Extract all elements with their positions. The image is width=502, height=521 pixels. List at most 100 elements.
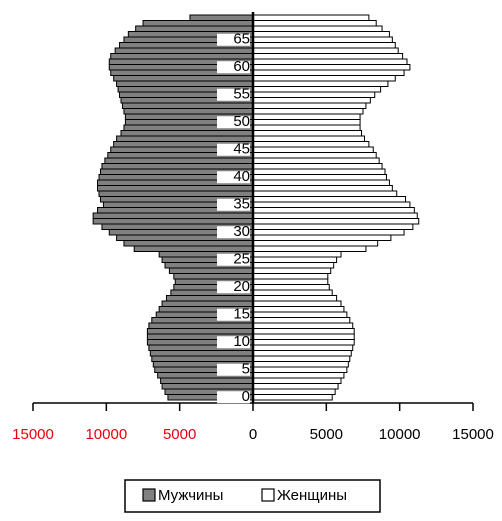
y-tick-label: 15 [233,306,250,323]
bar [189,14,254,21]
bar [252,157,380,164]
x-tick-label: 5000 [310,426,343,443]
bar [252,91,376,98]
bar [252,42,396,49]
bar [252,289,333,296]
bar [252,322,354,329]
bar [123,240,254,247]
bar [114,47,254,54]
bar [252,223,414,230]
x-tick-label: 10000 [379,426,421,443]
bar [252,377,342,384]
legend-label: Женщины [277,487,347,504]
bar [252,135,365,142]
bar [252,355,351,362]
y-tick-label: 65 [233,31,250,48]
bar [121,102,254,109]
bar [252,372,345,379]
bar [252,328,355,335]
bar [252,234,392,241]
y-tick-label-bg [217,336,250,349]
y-tick-label: 30 [233,223,250,240]
bar [151,355,254,362]
bar [252,146,374,153]
y-tick-label: 35 [233,196,250,213]
bar [252,350,352,357]
bar [165,295,254,302]
y-tick-label-bg [217,226,250,239]
bar [101,163,254,170]
bar [252,53,404,60]
bar [252,20,377,27]
bar [252,58,408,65]
bar [252,229,405,236]
bar [252,31,390,38]
bar [252,97,371,104]
y-tick-label: 0 [242,388,250,405]
y-tick-label-bg [217,116,250,129]
legend-box [124,479,381,513]
y-tick-label-bg [217,33,250,46]
y-tick-label: 45 [233,141,250,158]
bar [252,108,364,115]
bar [104,157,254,164]
bar [252,113,361,120]
y-tick-label-bg [217,171,250,184]
bar [252,366,348,373]
bar [252,278,329,285]
bar [252,284,330,291]
y-tick-label-bg [217,198,250,211]
bar [252,245,367,252]
y-tick-label: 10 [233,333,250,350]
bar [252,262,335,269]
bar [149,350,254,357]
legend-swatch [142,488,156,502]
bar [252,69,405,76]
bar [252,185,393,192]
y-tick-label: 20 [233,278,250,295]
bar [252,75,396,82]
x-tick-label: 15000 [12,426,54,443]
bar [113,75,254,82]
bar [97,185,254,192]
bar [252,267,332,274]
bar [252,190,398,197]
bar [120,130,254,137]
bar [161,383,254,390]
y-tick-label-bg [217,363,250,376]
bar [252,300,342,307]
x-tick-label: 0 [249,426,257,443]
bar [252,130,363,137]
bar [252,47,399,54]
bar [252,251,342,258]
bar [252,152,377,159]
y-tick-label-bg [217,391,250,404]
bar [252,196,407,203]
bar [252,333,355,340]
y-tick-label-bg [217,281,250,294]
bar [252,344,354,351]
bar [252,218,420,225]
y-tick-label: 25 [233,251,250,268]
bar [252,141,370,148]
bar [252,295,338,302]
bar [252,179,390,186]
bar [252,168,386,175]
bar [252,14,370,21]
y-tick-label: 60 [233,58,250,75]
y-tick-label-bg [217,308,250,321]
y-tick-label-bg [217,61,250,74]
bar [252,361,349,368]
bar [252,388,336,395]
bar [160,377,254,384]
bar [252,339,355,346]
y-tick-label-bg [217,88,250,101]
bar [252,36,393,43]
bar [252,102,367,109]
x-tick-label: 10000 [85,426,127,443]
y-tick-label: 5 [242,361,250,378]
legend-swatch [261,488,275,502]
bar [252,311,348,318]
bar [252,273,329,280]
